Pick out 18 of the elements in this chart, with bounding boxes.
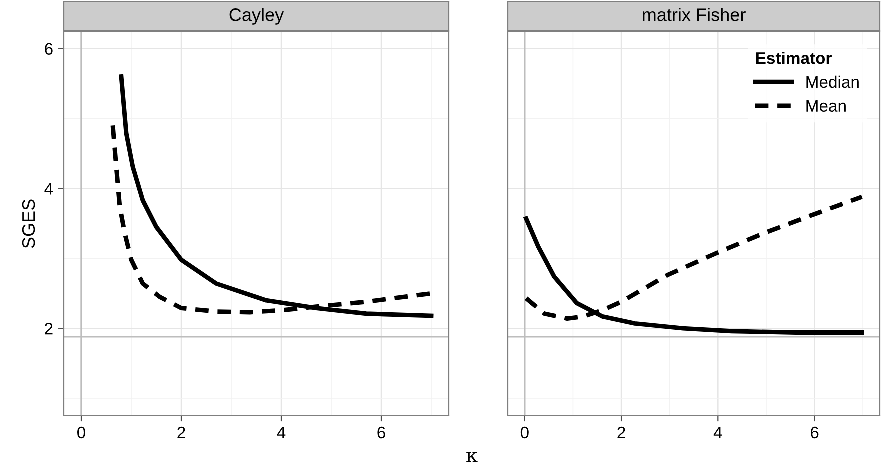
- y-tick-label: 2: [45, 322, 53, 335]
- x-tick-label: 4: [714, 427, 722, 438]
- x-tick-label: 0: [78, 426, 86, 439]
- y-tick-label: 6: [45, 43, 53, 55]
- x-tick-label: 4: [277, 427, 286, 438]
- chart-title: matrix Fisher: [643, 8, 746, 22]
- y-tick-label: 4: [44, 183, 54, 195]
- x-tick-label: 6: [378, 426, 386, 439]
- legend-title: Estimator: [756, 52, 832, 64]
- chart-title: Cayley: [230, 8, 284, 25]
- x-tick-label: 2: [178, 426, 186, 438]
- legend-label: Mean: [806, 100, 846, 112]
- x-tick-label: 6: [810, 426, 819, 439]
- x-tick-label: 2: [618, 426, 626, 438]
- x-axis-title: κ: [466, 452, 478, 462]
- y-axis-title: SGES: [22, 200, 36, 248]
- x-tick-label: 0: [520, 426, 529, 439]
- legend-label: Median: [806, 76, 859, 88]
